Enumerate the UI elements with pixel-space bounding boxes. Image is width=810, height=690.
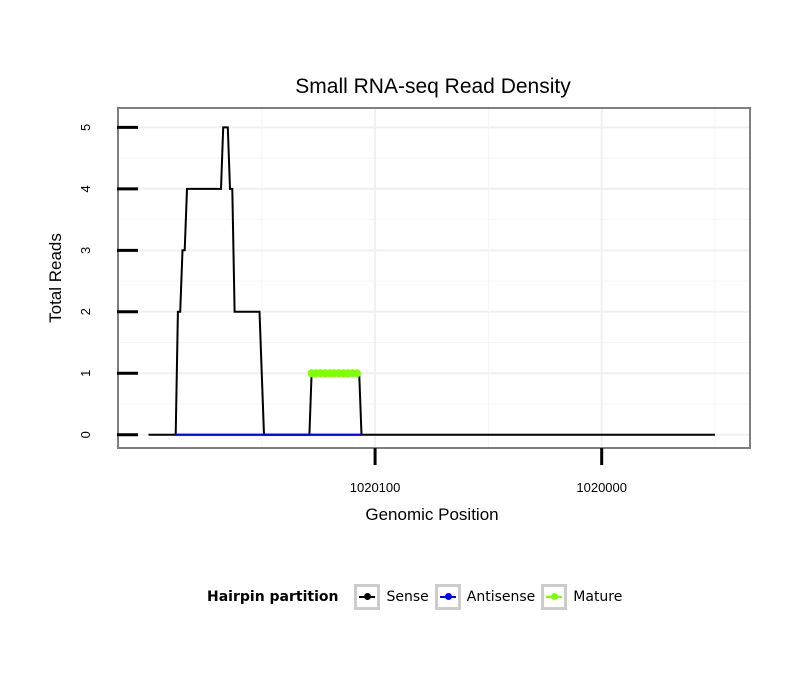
series-layer [148, 126, 715, 436]
plot-panel-border [117, 107, 751, 449]
legend-label-antisense: Antisense [466, 589, 536, 605]
y-tick-label: 1 [78, 370, 93, 377]
x-tick-label: 1020000 [576, 480, 627, 495]
legend: Hairpin partition Sense Antisense Mature [207, 580, 628, 614]
legend-item-sense: Sense [354, 584, 429, 610]
legend-key-mature [541, 584, 568, 610]
grid [119, 109, 749, 447]
x-tick-label: 1020100 [350, 480, 401, 495]
data-point-mature [352, 369, 361, 378]
legend-label-mature: Mature [573, 589, 623, 605]
series-line-sense [148, 126, 715, 436]
legend-item-mature: Mature [541, 584, 622, 610]
y-tick-label: 2 [78, 308, 93, 315]
legend-item-antisense: Antisense [434, 584, 536, 610]
chart-title: Small RNA-seq Read Density [295, 75, 571, 98]
x-axis: 1020100 1020000 [350, 448, 627, 495]
x-axis-label: Genomic Position [365, 505, 498, 524]
legend-label-sense: Sense [386, 589, 429, 605]
plot-panel-background [119, 109, 749, 447]
y-tick-label: 3 [78, 247, 93, 254]
legend-key-sense [354, 584, 381, 610]
y-tick-label: 5 [78, 124, 93, 131]
legend-title: Hairpin partition [207, 589, 339, 605]
y-tick-label: 0 [78, 431, 93, 438]
y-axis: 0 1 2 3 4 5 [78, 124, 138, 438]
legend-key-antisense [434, 584, 461, 610]
y-axis-label: Total Reads [46, 233, 65, 323]
y-tick-label: 4 [78, 185, 93, 192]
